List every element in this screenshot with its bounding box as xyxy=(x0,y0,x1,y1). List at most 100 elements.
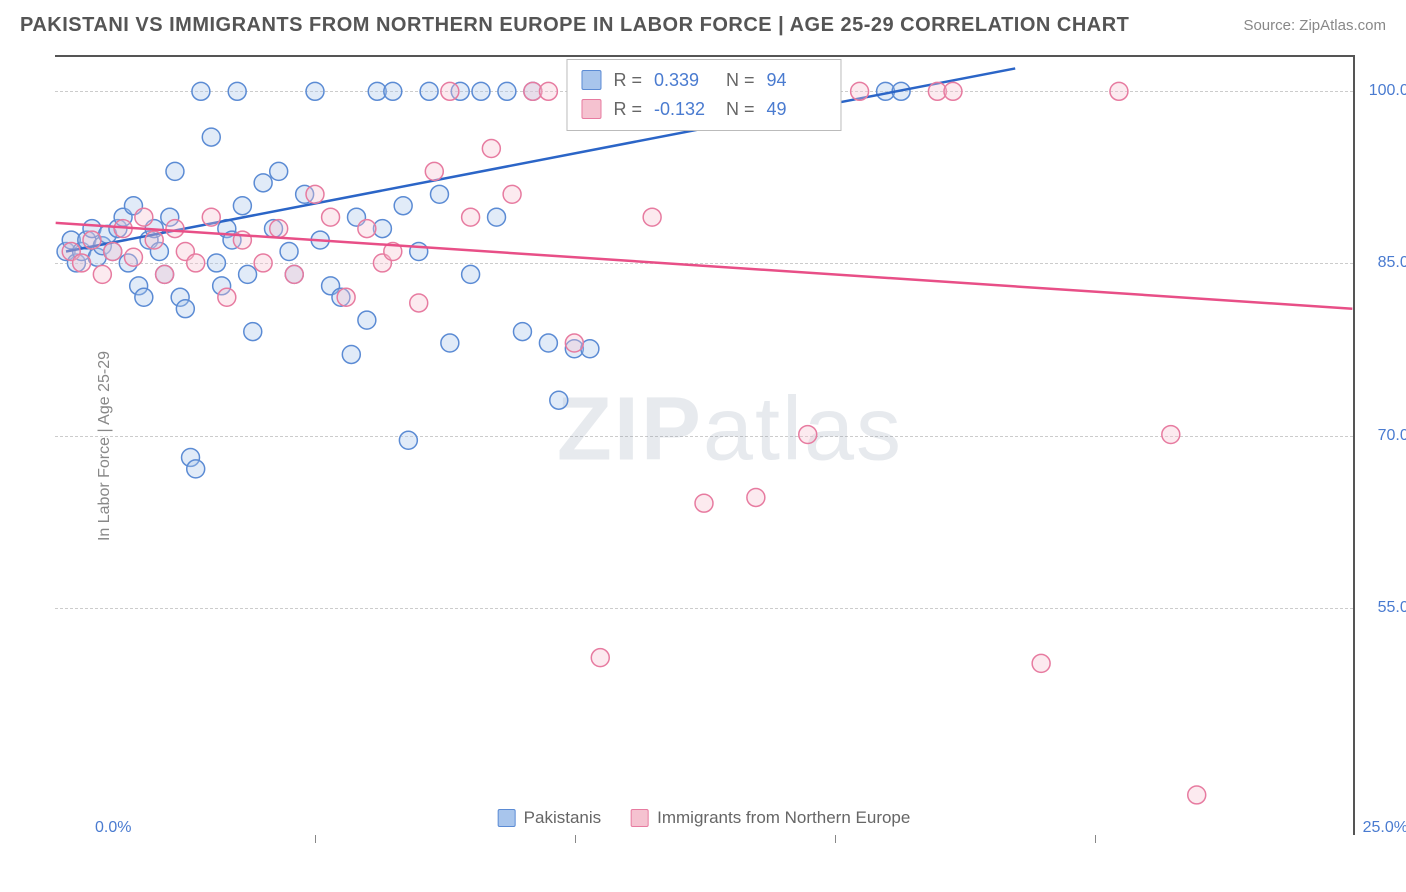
correlation-swatch-icon xyxy=(581,99,601,119)
data-point xyxy=(643,208,661,226)
data-point xyxy=(747,489,765,507)
data-point xyxy=(187,254,205,272)
correlation-row-northern-europe: R = -0.132 N = 49 xyxy=(581,95,826,124)
data-point xyxy=(202,208,220,226)
data-point xyxy=(337,288,355,306)
data-point xyxy=(166,162,184,180)
r-value: 0.339 xyxy=(654,66,714,95)
data-point xyxy=(399,431,417,449)
correlation-row-pakistanis: R = 0.339 N = 94 xyxy=(581,66,826,95)
chart-plot-area: ZIPatlas R = 0.339 N = 94 R = -0.132 N =… xyxy=(55,55,1355,835)
data-point xyxy=(228,82,246,100)
data-point xyxy=(503,185,521,203)
data-point xyxy=(565,334,583,352)
x-tick-mark xyxy=(315,835,316,843)
r-label: R = xyxy=(613,95,642,124)
r-value: -0.132 xyxy=(654,95,714,124)
correlation-legend-box: R = 0.339 N = 94 R = -0.132 N = 49 xyxy=(566,59,841,131)
series-legend: Pakistanis Immigrants from Northern Euro… xyxy=(490,806,919,830)
data-point xyxy=(192,82,210,100)
x-axis-end-label: 25.0% xyxy=(1363,819,1406,837)
data-point xyxy=(254,254,272,272)
data-point xyxy=(410,294,428,312)
data-point xyxy=(851,82,869,100)
data-point xyxy=(1188,786,1206,804)
data-point xyxy=(73,254,91,272)
data-point xyxy=(394,197,412,215)
data-point xyxy=(135,288,153,306)
data-point xyxy=(1110,82,1128,100)
data-point xyxy=(462,265,480,283)
data-point xyxy=(202,128,220,146)
data-point xyxy=(695,494,713,512)
data-point xyxy=(124,248,142,266)
data-point xyxy=(799,426,817,444)
data-point xyxy=(431,185,449,203)
data-point xyxy=(441,334,459,352)
source-attribution: Source: ZipAtlas.com xyxy=(1243,17,1386,34)
scatter-plot-svg xyxy=(55,57,1353,835)
data-point xyxy=(482,140,500,158)
data-point xyxy=(410,243,428,261)
data-point xyxy=(83,231,101,249)
data-point xyxy=(420,82,438,100)
data-point xyxy=(145,231,163,249)
data-point xyxy=(306,185,324,203)
data-point xyxy=(280,243,298,261)
r-label: R = xyxy=(613,66,642,95)
data-point xyxy=(539,82,557,100)
data-point xyxy=(306,82,324,100)
data-point xyxy=(156,265,174,283)
data-point xyxy=(488,208,506,226)
data-point xyxy=(425,162,443,180)
n-label: N = xyxy=(726,95,755,124)
n-value: 49 xyxy=(767,95,827,124)
data-point xyxy=(244,323,262,341)
chart-title: PAKISTANI VS IMMIGRANTS FROM NORTHERN EU… xyxy=(20,14,1129,37)
data-point xyxy=(218,288,236,306)
y-tick-label: 100.0% xyxy=(1363,82,1406,100)
data-point xyxy=(207,254,225,272)
data-point xyxy=(539,334,557,352)
data-point xyxy=(1162,426,1180,444)
y-tick-label: 55.0% xyxy=(1363,599,1406,617)
data-point xyxy=(176,300,194,318)
legend-swatch-icon xyxy=(631,809,649,827)
data-point xyxy=(270,220,288,238)
data-point xyxy=(187,460,205,478)
legend-label: Immigrants from Northern Europe xyxy=(657,808,910,828)
data-point xyxy=(1032,654,1050,672)
n-value: 94 xyxy=(767,66,827,95)
legend-label: Pakistanis xyxy=(524,808,601,828)
data-point xyxy=(270,162,288,180)
x-tick-mark xyxy=(575,835,576,843)
legend-item-pakistanis: Pakistanis xyxy=(498,808,601,828)
data-point xyxy=(285,265,303,283)
data-point xyxy=(93,265,111,283)
x-tick-mark xyxy=(835,835,836,843)
correlation-swatch-icon xyxy=(581,70,601,90)
data-point xyxy=(239,265,257,283)
data-point xyxy=(358,220,376,238)
data-point xyxy=(254,174,272,192)
data-point xyxy=(472,82,490,100)
data-point xyxy=(462,208,480,226)
data-point xyxy=(166,220,184,238)
x-tick-mark xyxy=(1095,835,1096,843)
data-point xyxy=(233,197,251,215)
data-point xyxy=(944,82,962,100)
n-label: N = xyxy=(726,66,755,95)
data-point xyxy=(591,649,609,667)
legend-item-northern-europe: Immigrants from Northern Europe xyxy=(631,808,910,828)
data-point xyxy=(322,208,340,226)
data-point xyxy=(550,391,568,409)
data-point xyxy=(513,323,531,341)
data-point xyxy=(498,82,516,100)
data-point xyxy=(342,345,360,363)
legend-swatch-icon xyxy=(498,809,516,827)
data-point xyxy=(358,311,376,329)
data-point xyxy=(384,82,402,100)
y-tick-label: 85.0% xyxy=(1363,254,1406,272)
data-point xyxy=(441,82,459,100)
data-point xyxy=(135,208,153,226)
